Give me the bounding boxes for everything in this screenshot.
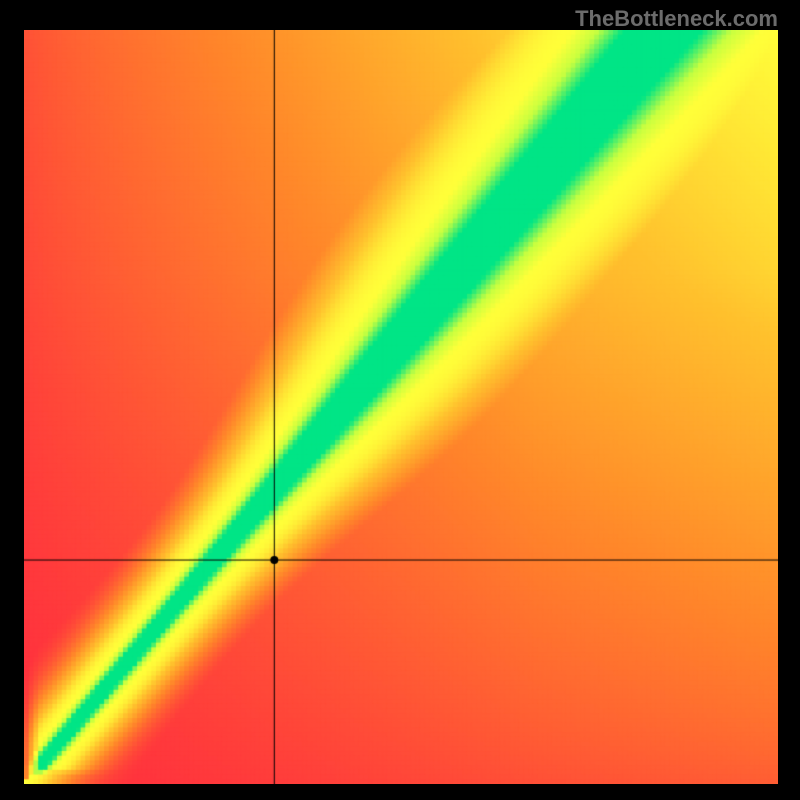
heatmap-plot xyxy=(24,30,778,784)
watermark-text: TheBottleneck.com xyxy=(575,6,778,32)
heatmap-canvas xyxy=(24,30,778,784)
